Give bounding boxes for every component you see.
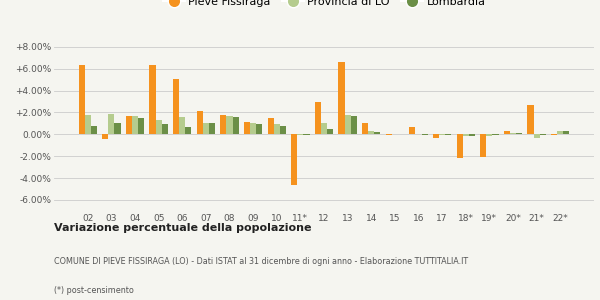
Bar	[155, 120, 162, 134]
Bar	[132, 116, 138, 134]
Bar	[409, 127, 415, 134]
Bar	[457, 134, 463, 158]
Bar	[422, 134, 428, 135]
Bar	[244, 122, 250, 134]
Bar	[486, 134, 493, 136]
Bar	[256, 124, 262, 134]
Bar	[220, 115, 226, 134]
Bar	[539, 134, 546, 135]
Bar	[350, 116, 357, 134]
Bar	[516, 133, 522, 134]
Bar	[527, 105, 533, 134]
Bar	[79, 65, 85, 134]
Bar	[115, 123, 121, 134]
Bar	[445, 134, 451, 135]
Bar	[197, 111, 203, 134]
Bar	[149, 65, 155, 134]
Bar	[233, 117, 239, 134]
Bar	[185, 127, 191, 134]
Bar	[362, 123, 368, 134]
Bar	[439, 134, 445, 135]
Text: COMUNE DI PIEVE FISSIRAGA (LO) - Dati ISTAT al 31 dicembre di ogni anno - Elabor: COMUNE DI PIEVE FISSIRAGA (LO) - Dati IS…	[54, 256, 468, 266]
Bar	[109, 114, 115, 134]
Bar	[102, 134, 109, 139]
Text: (*) post-censimento: (*) post-censimento	[54, 286, 134, 295]
Bar	[291, 134, 298, 184]
Bar	[368, 131, 374, 134]
Bar	[374, 132, 380, 134]
Bar	[480, 134, 486, 157]
Bar	[463, 134, 469, 136]
Bar	[327, 129, 333, 134]
Bar	[209, 123, 215, 134]
Legend: Pieve Fissiraga, Provincia di LO, Lombardia: Pieve Fissiraga, Provincia di LO, Lombar…	[158, 0, 490, 11]
Bar	[203, 123, 209, 134]
Bar	[557, 131, 563, 134]
Text: Variazione percentuale della popolazione: Variazione percentuale della popolazione	[54, 223, 311, 233]
Bar	[173, 79, 179, 134]
Bar	[179, 117, 185, 134]
Bar	[433, 134, 439, 138]
Bar	[226, 116, 233, 134]
Bar	[551, 134, 557, 135]
Bar	[493, 134, 499, 135]
Bar	[274, 124, 280, 134]
Bar	[344, 115, 350, 134]
Bar	[162, 124, 168, 134]
Bar	[304, 134, 310, 135]
Bar	[504, 131, 510, 134]
Bar	[268, 118, 274, 134]
Bar	[280, 126, 286, 134]
Bar	[338, 62, 344, 134]
Bar	[533, 134, 539, 138]
Bar	[563, 131, 569, 134]
Bar	[386, 134, 392, 135]
Bar	[126, 116, 132, 134]
Bar	[469, 134, 475, 136]
Bar	[138, 118, 144, 134]
Bar	[250, 123, 256, 134]
Bar	[91, 126, 97, 134]
Bar	[510, 133, 516, 134]
Bar	[298, 134, 304, 135]
Bar	[85, 115, 91, 134]
Bar	[321, 123, 327, 134]
Bar	[315, 101, 321, 134]
